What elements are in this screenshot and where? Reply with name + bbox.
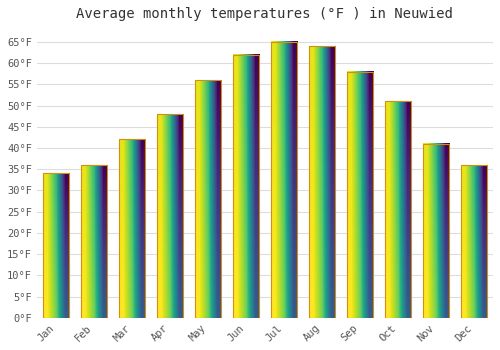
Bar [232, 55, 259, 318]
Bar [156, 114, 183, 318]
Bar [270, 42, 297, 318]
Bar [118, 140, 145, 318]
Bar [42, 174, 69, 318]
Bar [422, 144, 450, 318]
Bar [194, 80, 221, 318]
Bar [346, 71, 374, 318]
Bar [308, 46, 336, 318]
Bar [384, 101, 411, 318]
Bar [460, 165, 487, 318]
Bar [80, 165, 107, 318]
Title: Average monthly temperatures (°F ) in Neuwied: Average monthly temperatures (°F ) in Ne… [76, 7, 454, 21]
